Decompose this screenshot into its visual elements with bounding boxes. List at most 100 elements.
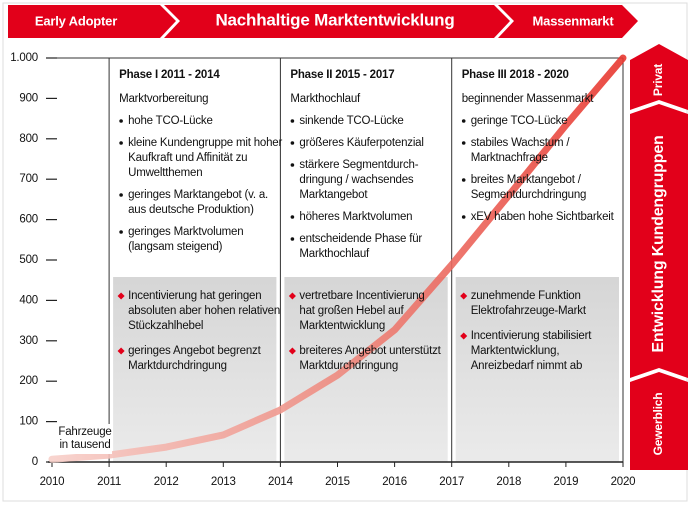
phase-bullet: geringes Marktvolumen bbox=[128, 226, 243, 238]
phase-highlight: Elektrofahrzeuge-Markt bbox=[471, 305, 587, 317]
phase-subtitle: Markthochlauf bbox=[290, 93, 361, 105]
y-label-bg bbox=[58, 424, 112, 454]
phase-highlight: geringes Angebot begrenzt bbox=[128, 345, 261, 357]
bullet-dot bbox=[119, 141, 123, 145]
y-tick-label: 500 bbox=[19, 254, 38, 266]
side-center: Entwicklung Kundengruppen bbox=[650, 135, 667, 352]
side-top: Privat bbox=[651, 64, 665, 96]
phase-bullet: Marktangebot bbox=[299, 189, 368, 201]
bullet-dot bbox=[119, 230, 123, 234]
phase-bullet: sinkende TCO-Lücke bbox=[299, 115, 403, 127]
phase-highlight: Anreizbedarf nimmt ab bbox=[471, 360, 583, 372]
phase-bullet: entscheidende Phase für bbox=[299, 233, 422, 245]
y-axis-label: in tausend bbox=[59, 439, 110, 451]
y-tick-label: 300 bbox=[19, 335, 38, 347]
side-arrow bbox=[630, 44, 688, 110]
phase-bullet: Umweltthemen bbox=[128, 167, 202, 179]
highlight-diamond bbox=[460, 292, 468, 300]
bullet-dot bbox=[461, 141, 466, 145]
x-tick-label: 2015 bbox=[325, 476, 350, 488]
header-arrow bbox=[164, 5, 510, 38]
x-tick-label: 2020 bbox=[611, 476, 636, 488]
phase-subtitle: beginnender Massenmarkt bbox=[462, 93, 595, 105]
highlight-box bbox=[455, 277, 619, 462]
highlight-diamond bbox=[117, 347, 125, 355]
phase-bullet: xEV haben hohe Sichtbarkeit bbox=[471, 211, 615, 223]
phase-bullet: breites Marktangebot / bbox=[471, 174, 582, 186]
header-right: Massenmarkt bbox=[533, 13, 615, 28]
bullet-dot bbox=[290, 237, 295, 241]
x-tick-label: 2010 bbox=[40, 476, 65, 488]
bullet-dot bbox=[290, 141, 295, 145]
plot-area: 2010 2011 2012 2013 2014 2015 2016 2017 2018 2019… bbox=[10, 52, 635, 488]
highlight-diamond bbox=[288, 292, 296, 300]
y-tick-label: 0 bbox=[32, 456, 38, 468]
phase-bullet: stärkere Segmentdurch- bbox=[299, 159, 418, 171]
y-axis-label: Fahrzeuge bbox=[58, 426, 111, 438]
side-bottom: Gewerblich bbox=[651, 393, 665, 456]
phase-bullet: geringe TCO-Lücke bbox=[471, 115, 568, 127]
highlight-box bbox=[113, 277, 277, 462]
side-arrow bbox=[630, 372, 688, 470]
phase-highlight: Marktdurchdringung bbox=[299, 360, 398, 372]
x-tick-label: 2019 bbox=[554, 476, 579, 488]
y-tick-label: 1.000 bbox=[10, 52, 38, 64]
phase-highlight: Stückzahlhebel bbox=[128, 320, 203, 332]
highlight-diamond bbox=[117, 292, 125, 300]
phase-bullet: kleine Kundengruppe mit hoher bbox=[128, 137, 282, 149]
phase-bullet: Segmentdurchdringung bbox=[471, 189, 587, 201]
phase-subtitle: Marktvorbereitung bbox=[119, 93, 208, 105]
phase-bullet: höheres Marktvolumen bbox=[299, 211, 412, 223]
phase-bullet: aus deutsche Produktion) bbox=[128, 204, 254, 216]
x-tick-label: 2014 bbox=[268, 476, 294, 488]
phase-title: Phase III 2018 - 2020 bbox=[462, 69, 569, 81]
x-tick-label: 2012 bbox=[154, 476, 179, 488]
phase-bullet: Kaufkraft und Affinität zu bbox=[128, 152, 247, 164]
phase-bullet: stabiles Wachstum / bbox=[471, 137, 571, 149]
phase-highlight: Marktentwicklung, bbox=[471, 345, 560, 357]
phase-bullet: Markthochlauf bbox=[299, 248, 370, 260]
phase-highlight: Incentivierung stabilisiert bbox=[471, 330, 593, 342]
phase-highlight: zunehmende Funktion bbox=[471, 290, 581, 302]
phase-bullet: (langsam steigend) bbox=[128, 241, 223, 253]
phase-title: Phase I 2011 - 2014 bbox=[119, 69, 220, 81]
phase-bullet: geringes Marktangebot (v. a. bbox=[128, 189, 268, 201]
header-center: Nachhaltige Marktentwicklung bbox=[215, 10, 454, 29]
header-arrow bbox=[8, 5, 176, 38]
y-tick-label: 200 bbox=[19, 375, 38, 387]
x-tick-label: 2017 bbox=[439, 476, 464, 488]
highlight-diamond bbox=[460, 332, 468, 340]
highlight-box bbox=[284, 277, 448, 462]
phase-bullet: hohe TCO-Lücke bbox=[128, 115, 213, 127]
phase-highlight: hat großen Hebel auf bbox=[299, 305, 404, 317]
y-tick-label: 400 bbox=[19, 294, 38, 306]
phase-highlight: absoluten aber hohen relativen bbox=[128, 305, 280, 317]
bullet-dot bbox=[461, 178, 466, 182]
header-left: Early Adopter bbox=[35, 13, 117, 28]
y-tick-label: 700 bbox=[19, 173, 38, 185]
phase-highlight: Marktentwicklung bbox=[299, 320, 385, 332]
bullet-dot bbox=[119, 119, 123, 123]
highlight-diamond bbox=[288, 347, 296, 355]
x-tick-label: 2018 bbox=[496, 476, 521, 488]
phase-highlight: Marktdurchdringung bbox=[128, 360, 227, 372]
growth-curve bbox=[48, 54, 627, 463]
phase-highlight: breiteres Angebot unterstützt bbox=[299, 345, 441, 357]
x-tick-label: 2016 bbox=[382, 476, 407, 488]
bullet-dot bbox=[461, 215, 466, 219]
y-tick-label: 800 bbox=[19, 133, 38, 145]
bullet-dot bbox=[461, 119, 466, 123]
phase-bullet: dringung / wachsendes bbox=[299, 174, 414, 186]
side-arrow bbox=[630, 104, 688, 378]
phase-bullet: größeres Käuferpotenzial bbox=[299, 137, 423, 149]
bullet-dot bbox=[290, 163, 295, 167]
bullet-dot bbox=[290, 119, 295, 123]
bullet-dot bbox=[290, 215, 295, 219]
bullet-dot bbox=[119, 193, 123, 197]
y-tick-label: 600 bbox=[19, 214, 38, 226]
y-tick-label: 900 bbox=[19, 92, 38, 104]
header-arrow bbox=[498, 5, 638, 38]
phase-title: Phase II 2015 - 2017 bbox=[290, 69, 394, 81]
phase-highlight: Incentivierung hat geringen bbox=[128, 290, 261, 302]
phase-bullet: Marktnachfrage bbox=[471, 152, 548, 164]
